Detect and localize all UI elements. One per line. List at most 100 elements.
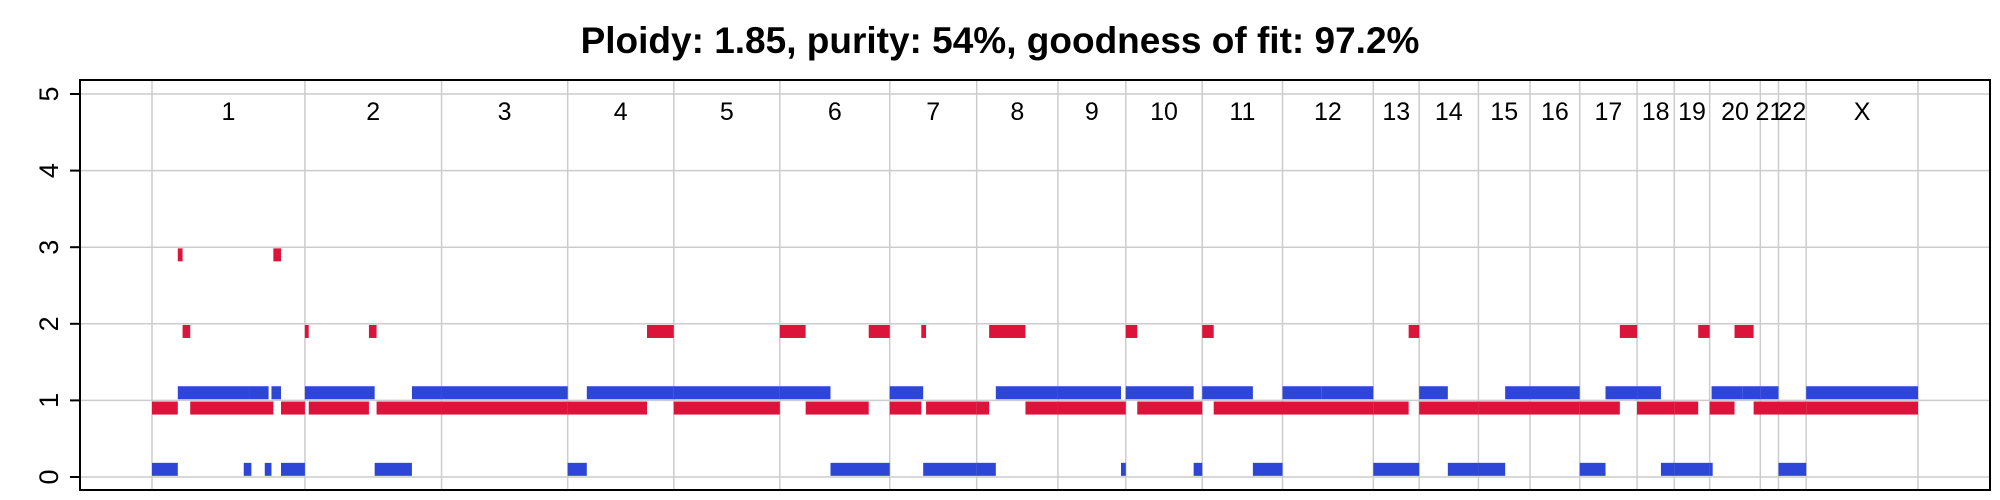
segment-bar xyxy=(779,386,831,400)
segment-bar xyxy=(304,386,375,400)
plot-frame xyxy=(79,79,1991,491)
segment-bar xyxy=(1742,386,1761,400)
segment-bar xyxy=(1579,401,1620,415)
segment-bar xyxy=(152,401,178,415)
chromosome-label: 3 xyxy=(498,98,512,126)
segment-bar xyxy=(190,401,274,415)
segment-bar xyxy=(923,462,977,476)
segment-bar xyxy=(1637,401,1675,415)
chromosome-label: 1 xyxy=(221,98,235,126)
segment-bar xyxy=(830,462,890,476)
segment-bar xyxy=(271,386,282,400)
y-tick-label: 5 xyxy=(34,86,64,101)
segment-bar xyxy=(1202,324,1214,338)
segment-bar xyxy=(374,462,412,476)
chromosome-label: 15 xyxy=(1490,98,1518,126)
segment-bar xyxy=(1778,401,1807,415)
chromosome-label: 22 xyxy=(1778,98,1806,126)
segment-bar xyxy=(1505,386,1531,400)
segment-bar xyxy=(1698,324,1710,338)
y-tick-label: 3 xyxy=(34,240,64,255)
segment-bar xyxy=(411,386,442,400)
segment-bar xyxy=(1674,462,1710,476)
segment-bar xyxy=(308,401,369,415)
chromosome-label: 6 xyxy=(828,98,842,126)
segment-bar xyxy=(1778,462,1807,476)
segment-bar xyxy=(264,462,272,476)
segment-bar xyxy=(995,386,1058,400)
segment-bar xyxy=(1530,386,1580,400)
segment-bar xyxy=(376,401,442,415)
segment-bar xyxy=(567,401,648,415)
chromosome-label: 16 xyxy=(1541,98,1569,126)
y-tick-label: 1 xyxy=(34,393,64,408)
segment-bar xyxy=(1419,386,1448,400)
chromosome-label: 17 xyxy=(1594,98,1622,126)
chromosome-label: 10 xyxy=(1150,98,1178,126)
segment-bar xyxy=(1637,386,1661,400)
segment-bar xyxy=(152,462,178,476)
segment-bar xyxy=(1530,401,1580,415)
segment-bar xyxy=(441,401,568,415)
segment-bar xyxy=(1760,386,1779,400)
segment-bar xyxy=(889,386,924,400)
segment-bar xyxy=(368,324,377,338)
segment-bar xyxy=(779,324,806,338)
segments xyxy=(152,248,1918,476)
chromosome-label: 14 xyxy=(1435,98,1463,126)
segment-bar xyxy=(1373,462,1420,476)
chromosome-label: 2 xyxy=(366,98,380,126)
segment-bar xyxy=(1252,462,1283,476)
segment-bar xyxy=(1478,462,1506,476)
segment-bar xyxy=(273,248,282,262)
segment-bar xyxy=(586,386,674,400)
segment-bar xyxy=(1806,401,1918,415)
segment-bar xyxy=(1447,462,1479,476)
segment-bar xyxy=(1193,462,1203,476)
chromosome-label: 7 xyxy=(926,98,940,126)
segment-bar xyxy=(1125,324,1138,338)
segment-bar xyxy=(1709,401,1735,415)
segment-bar xyxy=(1121,462,1126,476)
chromosome-boundaries xyxy=(151,80,1919,490)
segment-bar xyxy=(1202,386,1253,400)
chart-title: Ploidy: 1.85, purity: 54%, goodness of f… xyxy=(581,20,1420,61)
segment-bar xyxy=(1753,401,1779,415)
segment-bar xyxy=(1137,401,1203,415)
segment-bar xyxy=(1674,401,1699,415)
segment-bar xyxy=(567,462,587,476)
segment-bar xyxy=(177,248,183,262)
chromosome-label: 5 xyxy=(720,98,734,126)
segment-bar xyxy=(976,401,990,415)
chromosome-label: 19 xyxy=(1678,98,1706,126)
chromosome-label: 12 xyxy=(1314,98,1342,126)
y-tick-label: 4 xyxy=(34,163,64,178)
segment-bar xyxy=(976,462,996,476)
segment-bar xyxy=(1660,462,1675,476)
segment-bar xyxy=(1605,386,1638,400)
chromosome-label: X xyxy=(1854,98,1871,126)
segment-bar xyxy=(249,386,269,400)
segment-bar xyxy=(304,324,309,338)
segment-bar xyxy=(673,386,780,400)
segment-bar xyxy=(1619,324,1638,338)
segment-bar xyxy=(647,324,674,338)
segment-bar xyxy=(805,401,869,415)
segment-bar xyxy=(182,324,191,338)
segment-bar xyxy=(1419,401,1479,415)
segment-bar xyxy=(1282,401,1374,415)
segment-bar xyxy=(1711,386,1743,400)
segment-bar xyxy=(1709,462,1713,476)
chromosome-label: 11 xyxy=(1229,98,1255,126)
segment-bar xyxy=(673,401,780,415)
segment-bar xyxy=(1734,324,1754,338)
segment-bar xyxy=(281,462,305,476)
segment-bar xyxy=(1579,462,1606,476)
segment-bar xyxy=(281,401,305,415)
chromosome-label: 8 xyxy=(1010,98,1024,126)
y-tick-label: 2 xyxy=(34,316,64,331)
segment-bar xyxy=(177,386,250,400)
segment-bar xyxy=(1057,401,1126,415)
segment-bar xyxy=(1373,401,1409,415)
chromosome-label: 9 xyxy=(1085,98,1099,126)
